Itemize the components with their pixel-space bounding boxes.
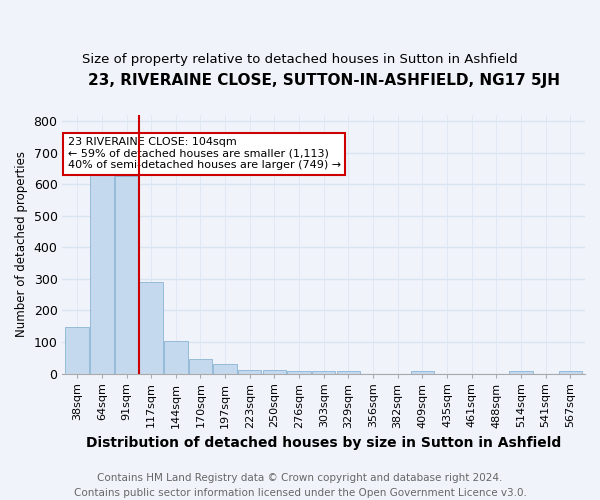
Bar	[90, 174, 113, 374]
Bar	[139, 282, 163, 374]
Bar	[238, 370, 262, 374]
Bar	[263, 370, 286, 374]
Bar	[337, 371, 360, 374]
Bar	[214, 364, 237, 374]
Bar	[312, 371, 335, 374]
Text: Size of property relative to detached houses in Sutton in Ashfield: Size of property relative to detached ho…	[82, 52, 518, 66]
Text: 23 RIVERAINE CLOSE: 104sqm
← 59% of detached houses are smaller (1,113)
40% of s: 23 RIVERAINE CLOSE: 104sqm ← 59% of deta…	[68, 137, 341, 170]
Bar	[509, 371, 533, 374]
Bar	[410, 371, 434, 374]
Bar	[65, 327, 89, 374]
Text: Contains HM Land Registry data © Crown copyright and database right 2024.
Contai: Contains HM Land Registry data © Crown c…	[74, 472, 526, 498]
Bar	[115, 176, 138, 374]
Y-axis label: Number of detached properties: Number of detached properties	[15, 152, 28, 338]
Bar	[189, 359, 212, 374]
Bar	[559, 371, 582, 374]
Bar	[287, 371, 311, 374]
Bar	[164, 341, 188, 374]
X-axis label: Distribution of detached houses by size in Sutton in Ashfield: Distribution of detached houses by size …	[86, 436, 562, 450]
Title: 23, RIVERAINE CLOSE, SUTTON-IN-ASHFIELD, NG17 5JH: 23, RIVERAINE CLOSE, SUTTON-IN-ASHFIELD,…	[88, 72, 560, 88]
